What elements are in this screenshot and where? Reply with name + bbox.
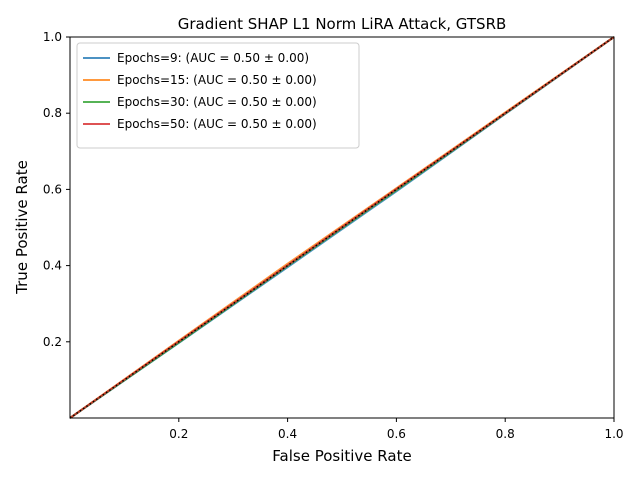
reference-diagonal-line [69, 36, 615, 419]
legend-items: Epochs=9: (AUC = 0.50 ± 0.00) Epochs=15: … [83, 51, 317, 131]
legend-label: Epochs=9: (AUC = 0.50 ± 0.00) [117, 51, 309, 65]
y-tick-label: 0.6 [43, 182, 62, 196]
y-tick-label: 0.8 [43, 106, 62, 120]
x-axis-label: False Positive Rate [272, 447, 411, 465]
y-axis: 0.2 0.4 0.6 0.8 1.0 [43, 30, 70, 349]
plot-frame [69, 36, 615, 419]
x-tick-label: 0.8 [496, 427, 515, 441]
plot-lines [69, 36, 615, 419]
y-tick-label: 0.2 [43, 335, 62, 349]
x-tick-label: 0.6 [387, 427, 406, 441]
x-tick-label: 0.2 [169, 427, 188, 441]
y-tick-label: 1.0 [43, 30, 62, 44]
x-tick-label: 0.4 [278, 427, 297, 441]
x-tick-label: 1.0 [604, 427, 623, 441]
legend: Epochs=9: (AUC = 0.50 ± 0.00) Epochs=15: … [76, 42, 360, 149]
legend-label: Epochs=30: (AUC = 0.50 ± 0.00) [117, 95, 317, 109]
x-axis: 0.2 0.4 0.6 0.8 1.0 [169, 418, 624, 441]
legend-label: Epochs=50: (AUC = 0.50 ± 0.00) [117, 117, 317, 131]
y-axis-label: True Positive Rate [13, 160, 31, 295]
legend-box [76, 42, 360, 149]
legend-label: Epochs=15: (AUC = 0.50 ± 0.00) [117, 73, 317, 87]
y-tick-label: 0.4 [43, 259, 62, 273]
chart-title: Gradient SHAP L1 Norm LiRA Attack, GTSRB [178, 15, 507, 33]
